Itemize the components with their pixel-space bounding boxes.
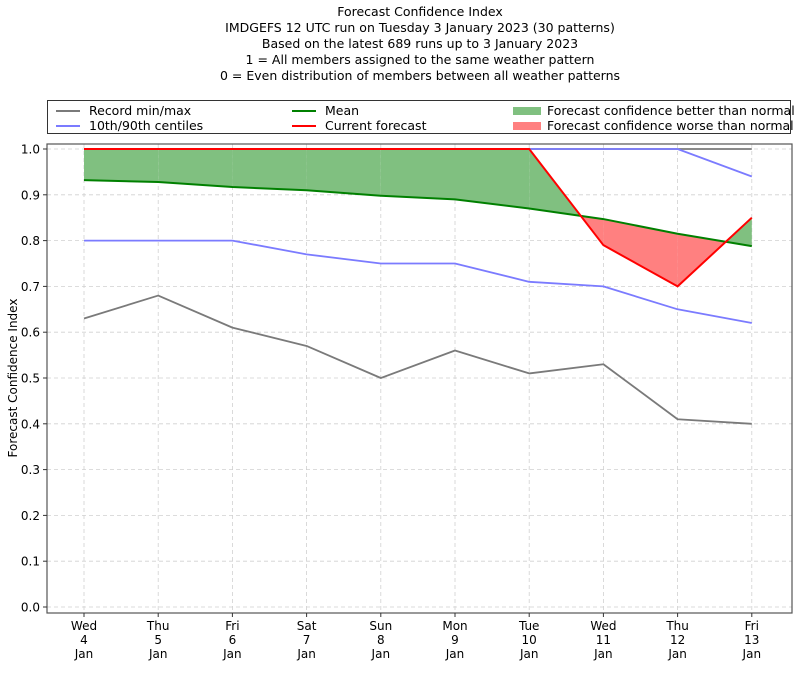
grid	[47, 144, 792, 613]
chart-subtitle-3: 1 = All members assigned to the same wea…	[245, 52, 595, 67]
x-tick-label: Fri	[225, 619, 239, 633]
x-tick-label: Jan	[519, 647, 539, 661]
x-tick-label: Wed	[71, 619, 97, 633]
chart-subtitle-4: 0 = Even distribution of members between…	[219, 68, 621, 83]
legend-swatch-record	[56, 109, 80, 112]
x-tick-label: Mon	[442, 619, 467, 633]
y-tick-label: 0.3	[21, 463, 40, 477]
legend-swatch-current	[292, 124, 316, 127]
x-tick-label: Jan	[371, 647, 391, 661]
x-tick-label: Jan	[742, 647, 762, 661]
legend-item-better: Forecast confidence better than normal	[513, 103, 795, 118]
y-tick-label: 0.8	[21, 234, 40, 248]
legend-item-centiles: 10th/90th centiles	[56, 118, 203, 133]
x-tick-label: 6	[229, 633, 237, 647]
x-tick-label: 9	[451, 633, 459, 647]
legend-label-centiles: 10th/90th centiles	[89, 118, 204, 133]
chart-subtitle-2: Based on the latest 689 runs up to 3 Jan…	[261, 36, 579, 51]
series-lines	[83, 148, 753, 425]
legend-swatch-better	[513, 106, 541, 115]
x-tick-label: Thu	[665, 619, 689, 633]
legend-label-current: Current forecast	[325, 118, 427, 133]
legend-label-better: Forecast confidence better than normal	[547, 103, 795, 118]
fill-better	[455, 149, 530, 209]
x-tick-label: 10	[522, 633, 537, 647]
fill-better	[380, 149, 455, 200]
legend-label-record: Record min/max	[89, 103, 192, 118]
chart-title: Forecast Confidence Index	[337, 4, 503, 19]
x-tick-label: 13	[744, 633, 759, 647]
y-tick-label: 0.1	[21, 555, 40, 569]
x-tick-label: Sat	[297, 619, 317, 633]
legend-label-worse: Forecast confidence worse than normal	[547, 118, 794, 133]
fill-worse	[603, 219, 678, 287]
x-tick-label: Tue	[518, 619, 540, 633]
x-tick-label: 11	[596, 633, 611, 647]
x-tick-label: Jan	[296, 647, 316, 661]
legend-item-worse: Forecast confidence worse than normal	[513, 118, 794, 133]
chart-legend: Record min/max 10th/90th centiles Mean C…	[47, 100, 795, 134]
fill-better	[306, 149, 381, 196]
y-axis-ticks: 0.0 0.1 0.2 0.3 0.4 0.5 0.6 0.7 0.8 0.9 1.0	[21, 143, 47, 615]
legend-swatch-mean	[292, 109, 316, 112]
y-tick-label: 0.6	[21, 326, 40, 340]
x-tick-label: Jan	[667, 647, 687, 661]
series-line-record-min	[83, 294, 752, 425]
chart-titles: Forecast Confidence Index IMDGEFS 12 UTC…	[0, 4, 800, 84]
x-tick-label: 5	[154, 633, 162, 647]
x-tick-label: Fri	[745, 619, 759, 633]
x-tick-label: Jan	[593, 647, 613, 661]
y-tick-label: 0.2	[21, 509, 40, 523]
x-axis-ticks: Wed4JanThu5JanFri6JanSat7JanSun8JanMon9J…	[71, 613, 761, 661]
y-tick-label: 0.5	[21, 372, 40, 386]
legend-item-current: Current forecast	[292, 118, 426, 133]
y-tick-label: 0.7	[21, 280, 40, 294]
series-line-mean	[83, 179, 752, 248]
x-tick-label: Jan	[445, 647, 465, 661]
chart-subtitle-1: IMDGEFS 12 UTC run on Tuesday 3 January …	[225, 20, 615, 35]
y-tick-label: 0.9	[21, 188, 40, 202]
x-tick-label: 12	[670, 633, 685, 647]
x-tick-label: Sun	[369, 619, 392, 633]
x-tick-label: 4	[80, 633, 88, 647]
legend-item-mean: Mean	[292, 103, 359, 118]
x-tick-label: 8	[377, 633, 385, 647]
legend-swatch-centiles	[56, 124, 80, 127]
x-tick-label: Jan	[222, 647, 242, 661]
fill-better	[232, 149, 307, 191]
series-line-10th-centile	[84, 239, 752, 324]
fill-better	[158, 149, 233, 188]
x-tick-label: Jan	[74, 647, 94, 661]
x-tick-label: Wed	[590, 619, 616, 633]
legend-item-record: Record min/max	[56, 103, 191, 118]
y-tick-label: 0.4	[21, 417, 40, 431]
fill-worse	[677, 233, 726, 287]
x-tick-label: 7	[303, 633, 311, 647]
legend-label-mean: Mean	[325, 103, 360, 118]
series-line-current-forecast	[84, 148, 753, 288]
x-tick-label: Jan	[148, 647, 168, 661]
confidence-fills	[84, 149, 752, 287]
y-tick-label: 1.0	[21, 143, 40, 157]
fill-better	[84, 149, 159, 182]
plot-frame	[46, 143, 793, 614]
legend-swatch-worse	[513, 121, 541, 130]
x-tick-label: Thu	[146, 619, 170, 633]
y-tick-label: 0.0	[21, 601, 40, 615]
